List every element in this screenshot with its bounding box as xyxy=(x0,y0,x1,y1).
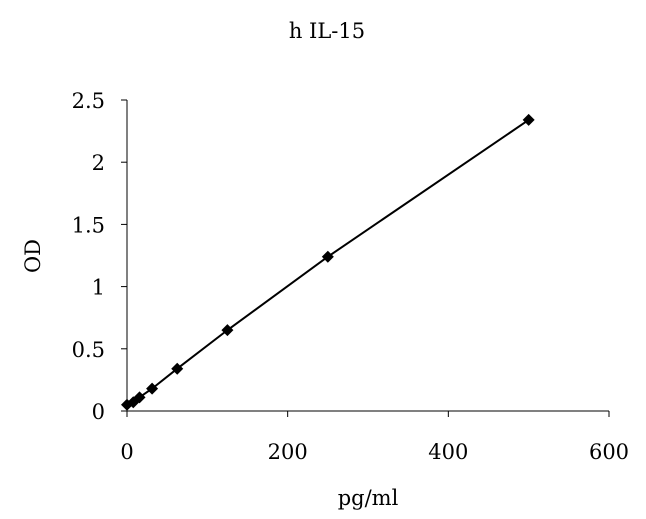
x-tick-label: 200 xyxy=(268,440,308,464)
x-tick-label: 0 xyxy=(120,440,133,464)
chart-title: h IL-15 xyxy=(289,19,365,43)
x-axis-label: pg/ml xyxy=(338,486,399,510)
data-point xyxy=(321,250,334,263)
y-tick-label: 1 xyxy=(92,276,105,300)
data-point xyxy=(522,113,535,126)
data-point xyxy=(171,362,184,375)
data-point xyxy=(133,391,146,404)
y-tick-label: 2.5 xyxy=(72,89,105,113)
y-tick-label: 0.5 xyxy=(72,338,105,362)
x-tick-label: 600 xyxy=(589,440,629,464)
y-tick-label: 2 xyxy=(92,151,105,175)
data-point xyxy=(221,324,234,337)
data-point xyxy=(146,382,159,395)
y-axis-label: OD xyxy=(21,239,45,273)
y-tick-label: 0 xyxy=(92,400,105,424)
x-tick-label: 400 xyxy=(428,440,468,464)
y-tick-label: 1.5 xyxy=(72,213,105,237)
